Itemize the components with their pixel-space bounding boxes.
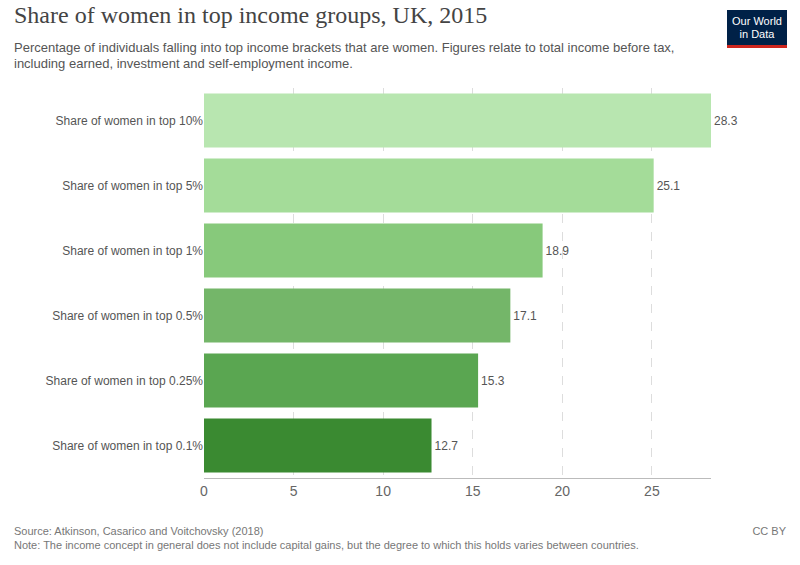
svg-text:15: 15 [465,483,481,499]
html-text:Source: Atkinson, Casarico and: Source: Atkinson, Casarico and Voitchovs… [14,525,264,537]
svg-text:5: 5 [290,483,298,499]
html-text:CC BY: CC BY [752,525,786,537]
svg-text:25: 25 [644,483,660,499]
svg-text:Share of women in top 0.5%: Share of women in top 0.5% [52,309,203,323]
svg-text:Share of women in top 5%: Share of women in top 5% [62,179,203,193]
svg-text:Share of women in top 0.1%: Share of women in top 0.1% [52,439,203,453]
html-text:in Data: in Data [739,28,775,40]
html-text:Our World: Our World [732,15,782,27]
svg-text:Share of women in top 10%: Share of women in top 10% [56,114,204,128]
svg-text:Share of women in top income g: Share of women in top income groups, UK,… [14,2,487,28]
html-text:Percentage of individuals fall: Percentage of individuals falling into t… [14,40,675,71]
svg-text:15.3: 15.3 [481,374,505,388]
svg-text:17.1: 17.1 [513,309,537,323]
svg-text:0: 0 [200,483,208,499]
svg-text:20: 20 [555,483,571,499]
svg-text:25.1: 25.1 [657,179,681,193]
html-text:Note: The income concept in ge: Note: The income concept in general does… [14,539,639,551]
svg-text:10: 10 [375,483,391,499]
svg-text:Share of women in top 0.25%: Share of women in top 0.25% [46,374,204,388]
svg-text:28.3: 28.3 [714,114,738,128]
svg-text:12.7: 12.7 [435,439,459,453]
svg-text:Share of women in top 1%: Share of women in top 1% [62,244,203,258]
svg-text:18.9: 18.9 [546,244,570,258]
